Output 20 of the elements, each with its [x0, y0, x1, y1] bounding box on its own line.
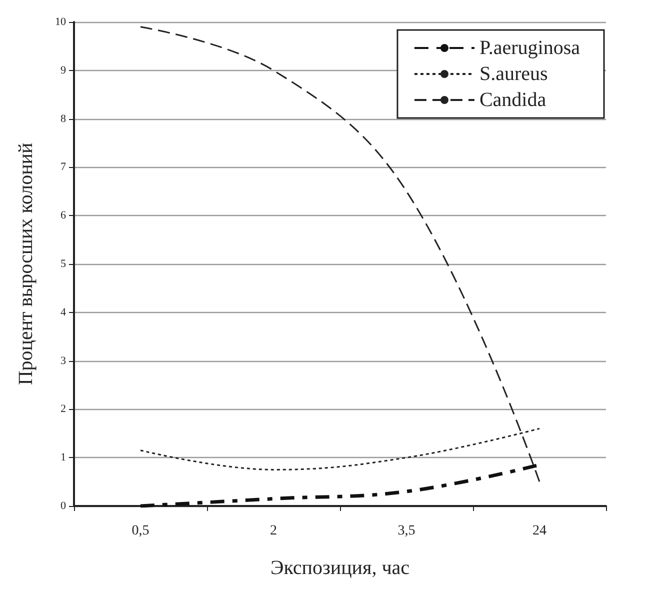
y-tick-label: 4: [60, 306, 66, 318]
y-tick-label: 2: [60, 403, 66, 416]
y-tick-label: 5: [60, 258, 66, 270]
x-axis-title: Экспозиция, час: [270, 557, 410, 579]
y-tick-label: 10: [55, 16, 66, 28]
y-tick-label: 3: [60, 354, 66, 367]
legend-label: S.aureus: [479, 63, 548, 85]
y-tick-label: 6: [60, 210, 66, 222]
y-tick-label: 0: [60, 500, 66, 512]
x-tick-label: 24: [532, 524, 546, 538]
y-tick-label: 1: [60, 452, 66, 464]
x-tick-label: 0,5: [132, 524, 150, 538]
y-tick-label: 9: [60, 64, 66, 76]
y-axis-title: Процент выросших колоний: [15, 142, 37, 386]
x-tick-label: 2: [270, 524, 277, 538]
legend-label: P.aeruginosa: [479, 37, 580, 59]
legend-label: Candida: [479, 89, 546, 111]
x-tick-label: 3,5: [398, 524, 416, 538]
y-tick-label: 8: [60, 112, 66, 125]
y-tick-label: 7: [60, 161, 66, 174]
